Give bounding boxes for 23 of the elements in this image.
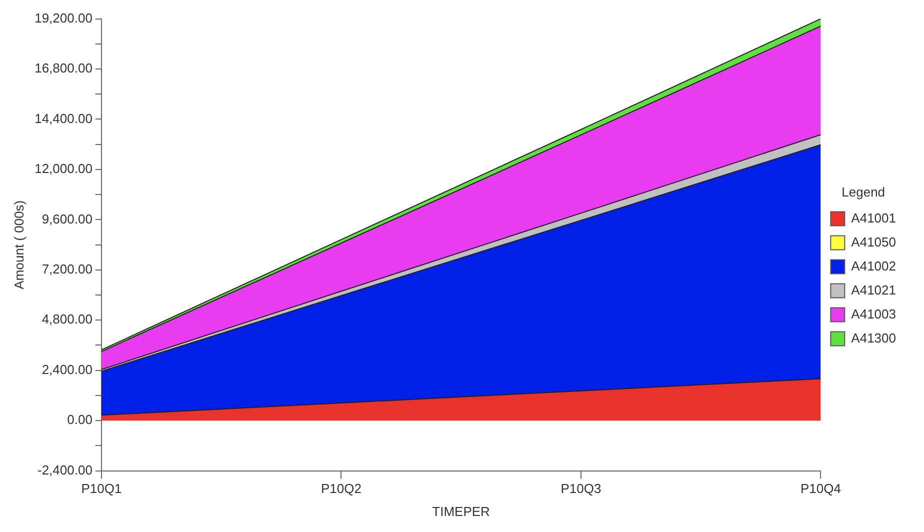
y-tick-label: 16,800.00 [34, 60, 92, 76]
y-tick-label: 14,400.00 [34, 110, 92, 126]
y-tick-label: 12,000.00 [34, 161, 92, 176]
legend-label: A41001 [851, 210, 896, 226]
legend-title: Legend [842, 184, 886, 200]
x-tick-label: P10Q4 [800, 481, 841, 496]
legend-label: A41300 [851, 330, 896, 346]
legend-label: A41003 [851, 306, 896, 322]
legend-label: A41002 [851, 258, 896, 274]
x-tick-label: P10Q3 [560, 481, 602, 496]
y-tick-label: 19,200.00 [34, 10, 92, 26]
y-tick-label: 9,600.00 [42, 211, 92, 226]
y-tick-label: 7,200.00 [42, 261, 92, 276]
y-tick-label: 2,400.00 [42, 362, 92, 377]
x-axis-title: TIMEPER [432, 504, 490, 519]
x-tick-label: P10Q2 [320, 481, 362, 496]
y-tick-label: 0.00 [67, 412, 92, 428]
y-axis-title: Amount ( 000s) [11, 200, 26, 290]
legend-label: A41021 [851, 282, 896, 298]
x-tick-label: P10Q1 [81, 481, 122, 496]
legend-label: A41050 [851, 234, 896, 250]
y-tick-label: -2,400.00 [37, 462, 92, 478]
y-tick-label: 4,800.00 [42, 312, 92, 327]
